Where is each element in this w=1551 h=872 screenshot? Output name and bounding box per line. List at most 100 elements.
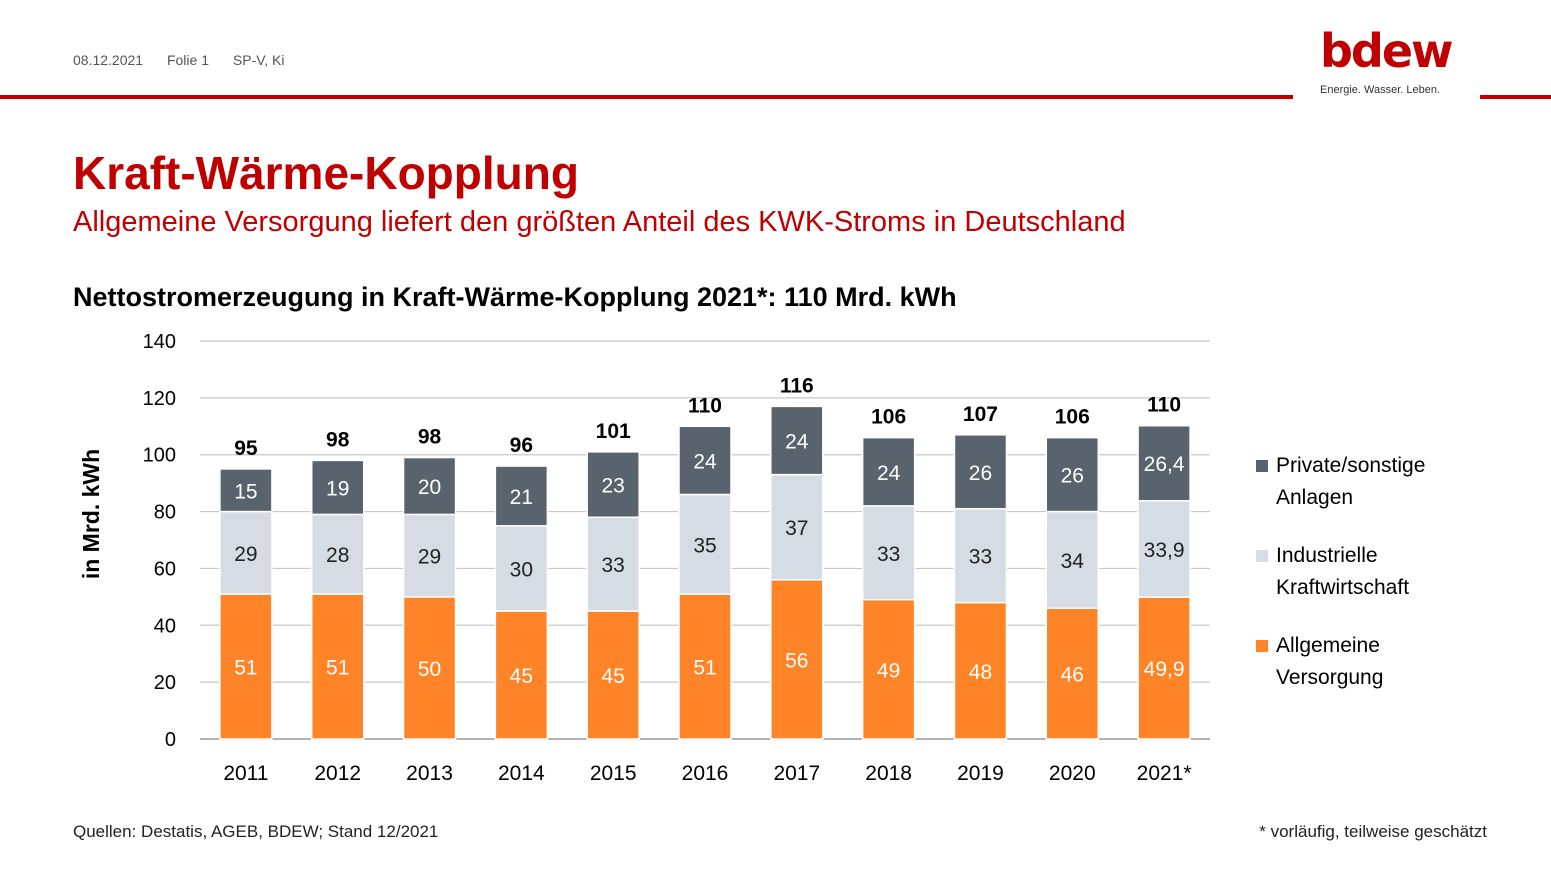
bar-segment (1137, 596, 1191, 740)
bar-total-label: 110 (688, 394, 722, 417)
bar-value-label: 33 (969, 546, 992, 569)
bar-value-label: 33 (877, 543, 900, 566)
bar-value-label: 45 (602, 665, 625, 688)
bar-segment (402, 513, 457, 598)
bar-value-label: 49 (877, 659, 900, 682)
x-tick-label: 2012 (314, 762, 361, 785)
x-tick-label: 2021* (1137, 762, 1192, 785)
header-divider-left (0, 95, 1293, 99)
legend-label-private-2: Anlagen (1276, 486, 1354, 509)
bar-segment (586, 451, 640, 519)
y-tick-label: 0 (165, 729, 176, 751)
legend-label-private-1: Private/sonstige (1276, 454, 1426, 477)
bdew-logo: bdew Energie. Wasser. Leben. (1320, 24, 1454, 96)
legend-label-industrielle-1: Industrielle (1276, 544, 1378, 567)
x-tick-label: 2013 (406, 762, 453, 785)
bar-value-label: 21 (510, 486, 533, 509)
legend-swatch-private (1256, 460, 1268, 472)
bar-value-label: 56 (785, 649, 808, 672)
bar-value-label: 30 (510, 558, 533, 581)
bar-value-label: 48 (969, 661, 992, 684)
legend-label-allgemeine-2: Versorgung (1276, 666, 1384, 689)
bar-total-label: 98 (326, 428, 350, 451)
y-tick-label: 140 (143, 331, 176, 353)
source-note: Quellen: Destatis, AGEB, BDEW; Stand 12/… (73, 822, 439, 841)
y-tick-label: 40 (154, 615, 176, 637)
legend-item-private: Private/sonstige Anlagen (1256, 450, 1466, 514)
bar-total-label: 106 (871, 406, 906, 429)
bar-value-label: 35 (693, 534, 716, 557)
legend-swatch-allgemeine (1256, 640, 1268, 652)
bar-value-label: 28 (326, 544, 349, 567)
legend-swatch-industrielle (1256, 550, 1268, 562)
y-axis-label: in Mrd. kWh (78, 449, 104, 579)
x-tick-label: 2017 (773, 762, 820, 785)
bar-segment (861, 436, 916, 507)
y-tick-label: 60 (154, 558, 176, 580)
bar-value-label: 24 (785, 431, 809, 454)
bar-total-label: 107 (963, 403, 998, 426)
bar-value-label: 46 (1061, 664, 1084, 687)
y-tick-label: 120 (143, 388, 176, 410)
bar-value-label: 26 (969, 462, 992, 485)
bar-total-label: 116 (780, 374, 814, 397)
bar-segment (861, 505, 916, 601)
header-divider-right (1480, 95, 1551, 99)
bar-segment (219, 593, 273, 740)
bar-value-label: 51 (693, 657, 716, 680)
slide-date: 08.12.2021 (73, 52, 144, 68)
bar-value-label: 33 (602, 554, 625, 577)
bar-value-label: 37 (785, 517, 808, 540)
bar-value-label: 26,4 (1144, 453, 1185, 476)
bar-segment (310, 513, 365, 595)
bar-total-label: 101 (596, 420, 631, 443)
x-tick-label: 2011 (223, 762, 268, 785)
bar-segment (310, 593, 365, 740)
bar-segment (770, 405, 824, 476)
bar-value-label: 15 (234, 480, 257, 503)
x-tick-label: 2020 (1049, 762, 1096, 785)
bar-value-label: 51 (234, 657, 257, 680)
chart-legend: Private/sonstige Anlagen Industrielle Kr… (1256, 450, 1466, 720)
y-tick-label: 20 (154, 672, 176, 694)
bar-segment (770, 579, 824, 740)
bar-segment (861, 598, 916, 740)
bar-total-label: 98 (418, 426, 442, 449)
bar-segment (1137, 424, 1191, 502)
bar-segment (953, 434, 1008, 510)
bar-value-label: 24 (877, 462, 901, 485)
y-tick-label: 80 (154, 502, 176, 524)
bar-total-label: 95 (234, 437, 258, 460)
y-tick-label: 100 (143, 445, 176, 467)
bar-value-label: 23 (602, 475, 625, 498)
x-tick-label: 2019 (957, 762, 1004, 785)
legend-label-allgemeine-1: Allgemeine (1276, 634, 1380, 657)
x-tick-label: 2016 (682, 762, 729, 785)
bar-segment (1045, 436, 1100, 513)
x-tick-label: 2015 (590, 762, 637, 785)
bar-value-label: 50 (418, 658, 441, 681)
bar-value-label: 33,9 (1144, 539, 1185, 562)
bar-value-label: 26 (1061, 465, 1084, 488)
bar-segment (219, 510, 273, 595)
bar-total-label: 106 (1055, 406, 1090, 429)
bar-value-label: 51 (326, 657, 349, 680)
logo-word: bdew (1320, 24, 1454, 78)
slide-number: Folie 1 (166, 52, 209, 68)
x-tick-label: 2018 (865, 762, 912, 785)
legend-item-industrielle: Industrielle Kraftwirtschaft (1256, 540, 1466, 604)
bar-segment (402, 456, 457, 516)
bar-segment (678, 425, 732, 496)
bar-value-label: 29 (418, 546, 441, 569)
bar-segment (1137, 500, 1191, 598)
bar-segment (953, 601, 1008, 740)
bar-value-label: 20 (418, 476, 441, 499)
bar-value-label: 34 (1061, 550, 1085, 573)
bar-value-label: 45 (510, 665, 533, 688)
x-tick-label: 2014 (498, 762, 545, 785)
legend-item-allgemeine: Allgemeine Versorgung (1256, 630, 1466, 694)
slide-meta: 08.12.2021 Folie 1 SP-V, Ki (73, 52, 305, 68)
bar-segment (219, 468, 273, 513)
slide-subtitle: Allgemeine Versorgung liefert den größte… (73, 206, 1126, 238)
